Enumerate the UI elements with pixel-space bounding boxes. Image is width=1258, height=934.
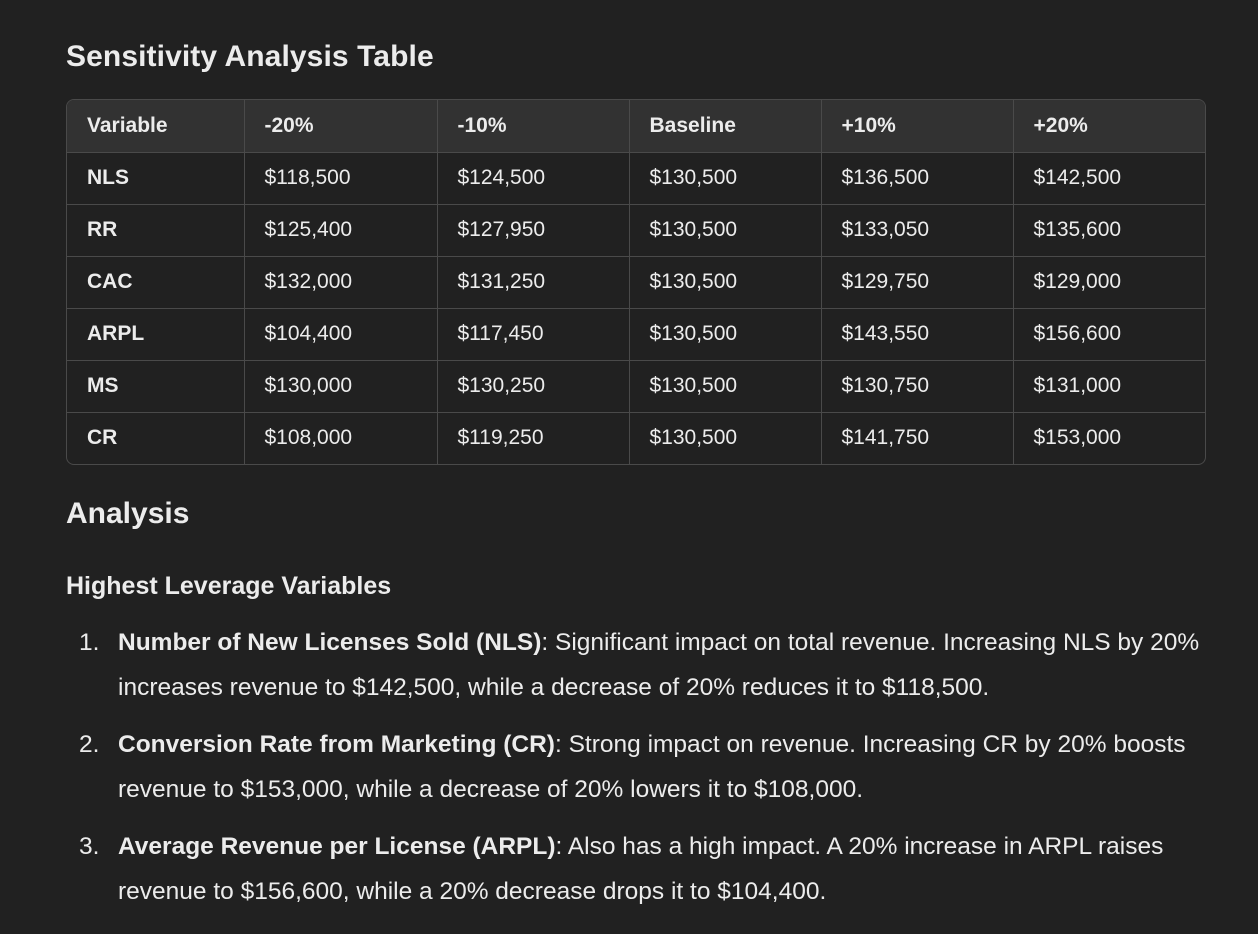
- table-cell: $130,750: [821, 360, 1013, 412]
- table-cell: $108,000: [244, 412, 437, 464]
- table-cell: $117,450: [437, 308, 629, 360]
- list-number: 3.: [79, 824, 99, 869]
- table-cell: $130,000: [244, 360, 437, 412]
- column-header: Baseline: [629, 100, 821, 152]
- table-cell: $132,000: [244, 256, 437, 308]
- column-header: +20%: [1013, 100, 1205, 152]
- table-cell: $130,500: [629, 308, 821, 360]
- table-cell: $131,000: [1013, 360, 1205, 412]
- list-item: 3.Average Revenue per License (ARPL): Al…: [66, 824, 1204, 914]
- table-cell: $143,550: [821, 308, 1013, 360]
- table-cell: $136,500: [821, 152, 1013, 204]
- table-row: NLS $118,500 $124,500 $130,500 $136,500 …: [67, 152, 1205, 204]
- list-item-term: Average Revenue per License (ARPL): [118, 833, 556, 860]
- sensitivity-table-container: Variable -20% -10% Baseline +10% +20% NL…: [66, 99, 1206, 465]
- table-cell: $131,250: [437, 256, 629, 308]
- table-cell: $129,750: [821, 256, 1013, 308]
- variable-cell: CAC: [67, 256, 244, 308]
- table-cell: $129,000: [1013, 256, 1205, 308]
- leverage-subheading: Highest Leverage Variables: [66, 572, 391, 601]
- table-cell: $156,600: [1013, 308, 1205, 360]
- column-header: +10%: [821, 100, 1013, 152]
- table-cell: $130,500: [629, 360, 821, 412]
- table-row: CR $108,000 $119,250 $130,500 $141,750 $…: [67, 412, 1205, 464]
- column-header: -20%: [244, 100, 437, 152]
- variable-cell: ARPL: [67, 308, 244, 360]
- table-cell: $130,250: [437, 360, 629, 412]
- list-number: 2.: [79, 722, 99, 767]
- table-cell: $142,500: [1013, 152, 1205, 204]
- table-cell: $135,600: [1013, 204, 1205, 256]
- list-item: 2.Conversion Rate from Marketing (CR): S…: [66, 722, 1204, 812]
- column-header: -10%: [437, 100, 629, 152]
- table-cell: $125,400: [244, 204, 437, 256]
- table-header-row: Variable -20% -10% Baseline +10% +20%: [67, 100, 1205, 152]
- table-cell: $127,950: [437, 204, 629, 256]
- list-item-term: Conversion Rate from Marketing (CR): [118, 731, 555, 758]
- table-cell: $119,250: [437, 412, 629, 464]
- column-header: Variable: [67, 100, 244, 152]
- table-row: RR $125,400 $127,950 $130,500 $133,050 $…: [67, 204, 1205, 256]
- variable-cell: NLS: [67, 152, 244, 204]
- table-cell: $141,750: [821, 412, 1013, 464]
- table-cell: $130,500: [629, 152, 821, 204]
- table-cell: $133,050: [821, 204, 1013, 256]
- variable-cell: CR: [67, 412, 244, 464]
- table-cell: $130,500: [629, 412, 821, 464]
- table-cell: $153,000: [1013, 412, 1205, 464]
- table-cell: $130,500: [629, 204, 821, 256]
- table-cell: $104,400: [244, 308, 437, 360]
- analysis-heading: Analysis: [66, 497, 189, 531]
- table-heading: Sensitivity Analysis Table: [66, 40, 434, 74]
- table-row: MS $130,000 $130,250 $130,500 $130,750 $…: [67, 360, 1205, 412]
- table-row: ARPL $104,400 $117,450 $130,500 $143,550…: [67, 308, 1205, 360]
- list-item: 1.Number of New Licenses Sold (NLS): Sig…: [66, 620, 1204, 710]
- table-cell: $118,500: [244, 152, 437, 204]
- table-cell: $124,500: [437, 152, 629, 204]
- list-number: 1.: [79, 620, 99, 665]
- variable-cell: MS: [67, 360, 244, 412]
- table-row: CAC $132,000 $131,250 $130,500 $129,750 …: [67, 256, 1205, 308]
- variable-cell: RR: [67, 204, 244, 256]
- table-cell: $130,500: [629, 256, 821, 308]
- leverage-list: 1.Number of New Licenses Sold (NLS): Sig…: [66, 620, 1204, 926]
- sensitivity-table: Variable -20% -10% Baseline +10% +20% NL…: [67, 100, 1205, 464]
- list-item-term: Number of New Licenses Sold (NLS): [118, 629, 541, 656]
